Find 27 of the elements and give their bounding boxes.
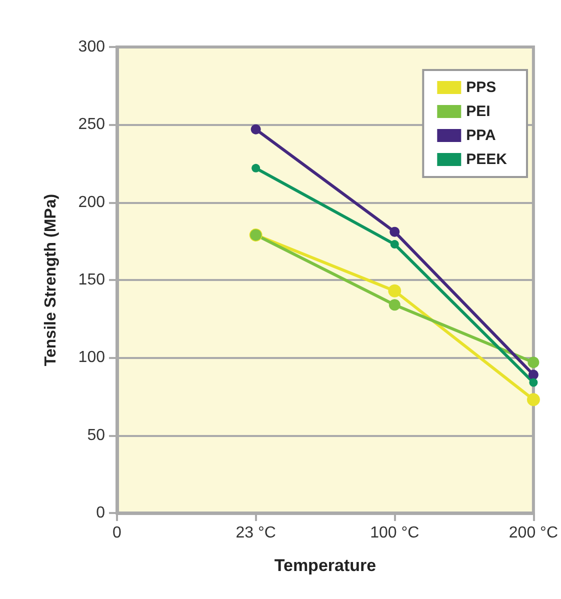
y-tick-label: 0 bbox=[96, 504, 106, 522]
legend-label: PEI bbox=[466, 103, 490, 120]
point bbox=[250, 124, 261, 134]
point bbox=[388, 299, 400, 311]
point bbox=[390, 240, 399, 249]
y-tick-label: 100 bbox=[78, 349, 106, 366]
y-tick-label: 200 bbox=[78, 194, 106, 211]
y-tick-label: 50 bbox=[87, 426, 106, 444]
point bbox=[529, 378, 538, 387]
x-tick-label: 100 °C bbox=[370, 524, 420, 542]
x-tick-label: 23 °C bbox=[236, 524, 276, 542]
point bbox=[528, 370, 538, 380]
y-tick-label: 300 bbox=[78, 38, 106, 56]
point bbox=[388, 284, 402, 298]
legend-label: PEEK bbox=[466, 151, 508, 168]
y-tick-label: 150 bbox=[78, 272, 106, 288]
point bbox=[526, 393, 540, 406]
point bbox=[528, 356, 540, 368]
x-axis-title: Temperature bbox=[274, 556, 376, 575]
legend-label: PPS bbox=[466, 79, 496, 96]
point bbox=[390, 226, 400, 237]
x-tick-label: 0 bbox=[112, 524, 122, 542]
point bbox=[252, 164, 260, 172]
y-axis-title: Tensile Strength (MPa) bbox=[42, 194, 60, 366]
legend-label: PPA bbox=[466, 127, 496, 144]
x-tick-label: 200 °C bbox=[508, 524, 558, 542]
y-tick-label: 250 bbox=[78, 116, 106, 134]
